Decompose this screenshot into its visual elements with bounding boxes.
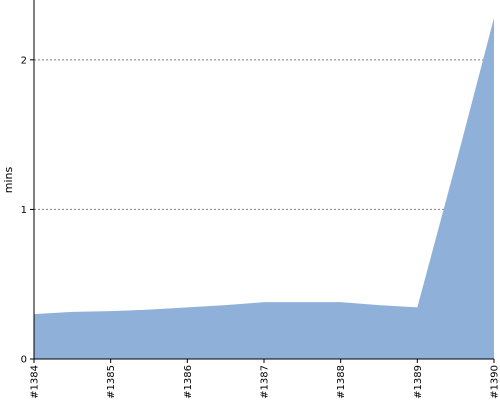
x-tick-labels: #1384 #1385 #1386 #1387 #1388 #1389 #1390: [30, 359, 500, 399]
x-tick-label: #1386: [183, 365, 194, 399]
x-tick-label: #1387: [260, 365, 271, 399]
grid-lines: [34, 59, 494, 210]
x-tick-label: #1388: [336, 365, 347, 399]
x-tick-label: #1384: [30, 365, 41, 399]
y-tick-label: 2: [21, 55, 27, 66]
y-tick-label: 0: [21, 355, 27, 366]
y-tick-label: 1: [21, 205, 27, 216]
x-tick-label: #1389: [413, 365, 424, 399]
y-tick-labels: 0 1 2: [21, 55, 34, 366]
x-tick-label: #1385: [106, 365, 117, 399]
x-tick-label: #1390: [490, 365, 500, 399]
y-axis-label: mins: [2, 166, 15, 193]
area-series: [34, 17, 494, 359]
